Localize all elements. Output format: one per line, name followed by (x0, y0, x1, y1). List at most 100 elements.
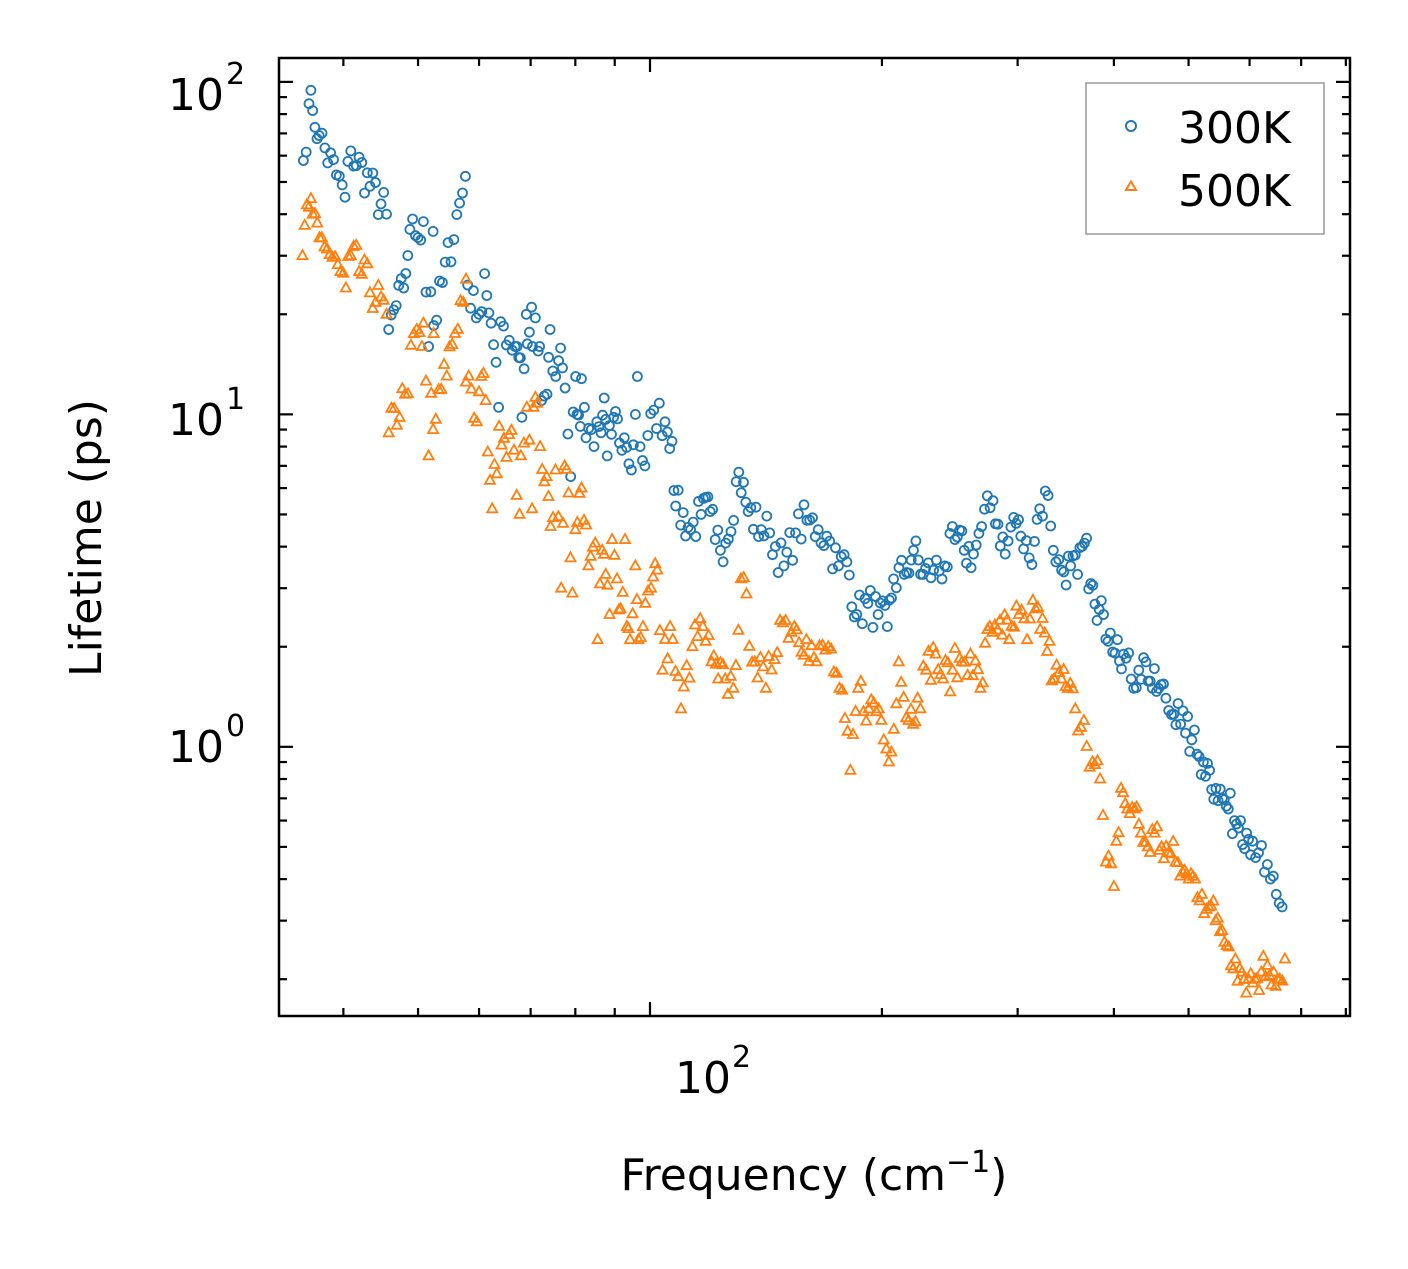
data-point (387, 401, 401, 413)
data-point (772, 567, 784, 578)
data-point (483, 473, 497, 485)
data-point (454, 197, 466, 209)
data-point (1042, 490, 1054, 501)
data-point (856, 704, 871, 717)
data-point (841, 723, 855, 736)
data-point (521, 338, 533, 350)
data-point (416, 315, 430, 328)
data-point (626, 464, 637, 476)
data-point (688, 617, 702, 630)
data-point (1007, 619, 1021, 632)
data-point (436, 277, 448, 288)
data-point (368, 295, 383, 307)
data-point (581, 558, 595, 571)
data-point (556, 516, 570, 528)
data-point (607, 548, 622, 560)
data-point (1132, 817, 1146, 829)
data-point (976, 521, 987, 532)
data-point (1213, 924, 1227, 937)
data-point (305, 84, 317, 96)
data-point (1193, 893, 1207, 906)
data-point (721, 687, 735, 699)
x-tick-label-exponent: 2 (732, 1040, 751, 1075)
data-point (451, 321, 465, 334)
data-point (965, 562, 977, 574)
data-point (666, 632, 680, 644)
data-point (597, 546, 611, 559)
data-point (363, 285, 377, 298)
data-point (361, 167, 373, 179)
data-point (367, 167, 379, 179)
data-point (634, 630, 648, 642)
data-point (1065, 560, 1076, 572)
data-point (390, 300, 402, 312)
data-point (1045, 673, 1059, 686)
data-point (1186, 734, 1198, 746)
data-point (1204, 764, 1215, 776)
data-point (1091, 615, 1103, 626)
data-point (784, 527, 796, 538)
data-point (798, 499, 810, 511)
data-point (1002, 632, 1016, 645)
data-point (1227, 828, 1238, 840)
y-axis-title: Lifetime (ps) (61, 399, 112, 677)
data-point (591, 632, 605, 645)
data-point (790, 622, 804, 635)
data-point (779, 613, 793, 625)
data-point (1063, 550, 1074, 562)
data-point (758, 530, 770, 542)
data-point (1244, 966, 1258, 979)
legend-label-300k: 300K (1178, 103, 1292, 154)
data-point (950, 670, 964, 683)
data-point (1168, 708, 1180, 720)
data-point (1015, 602, 1029, 615)
data-point (525, 501, 539, 514)
data-point (623, 458, 635, 470)
data-point (735, 487, 747, 499)
data-point (978, 635, 992, 648)
data-point (554, 580, 568, 593)
data-point (467, 285, 479, 297)
data-point (377, 292, 391, 305)
data-point (565, 585, 579, 598)
data-point (1050, 657, 1064, 670)
data-point (401, 386, 415, 399)
data-point (1056, 564, 1067, 576)
data-point (910, 535, 922, 547)
data-point (881, 621, 893, 632)
data-point (610, 571, 624, 584)
data-point (526, 301, 537, 313)
data-point (670, 500, 682, 512)
data-point (493, 401, 505, 413)
data-point (504, 423, 519, 435)
data-point (882, 754, 896, 767)
data-point (1020, 632, 1034, 645)
data-point (295, 248, 310, 261)
data-point (979, 503, 990, 515)
data-point (1052, 665, 1066, 677)
data-point (393, 410, 407, 422)
data-point (532, 345, 544, 357)
data-point (862, 701, 876, 714)
data-point (756, 659, 770, 672)
data-point (807, 512, 818, 524)
data-point (520, 308, 532, 320)
data-point (737, 570, 751, 582)
data-point (347, 239, 361, 251)
data-point (1116, 663, 1127, 675)
legend-label-500k: 500K (1178, 166, 1292, 217)
data-point (848, 611, 860, 623)
data-point (584, 549, 598, 561)
legend-marker-300k (1125, 120, 1137, 132)
data-point (1228, 951, 1242, 964)
data-point (904, 701, 918, 714)
data-point (563, 550, 578, 563)
data-point (344, 248, 358, 261)
y-tick-label-exponent: 0 (226, 709, 245, 744)
data-point (784, 625, 798, 637)
data-point (936, 573, 948, 585)
data-point (1267, 870, 1279, 882)
data-point (339, 191, 351, 203)
data-point (738, 476, 749, 488)
data-point (902, 713, 916, 725)
